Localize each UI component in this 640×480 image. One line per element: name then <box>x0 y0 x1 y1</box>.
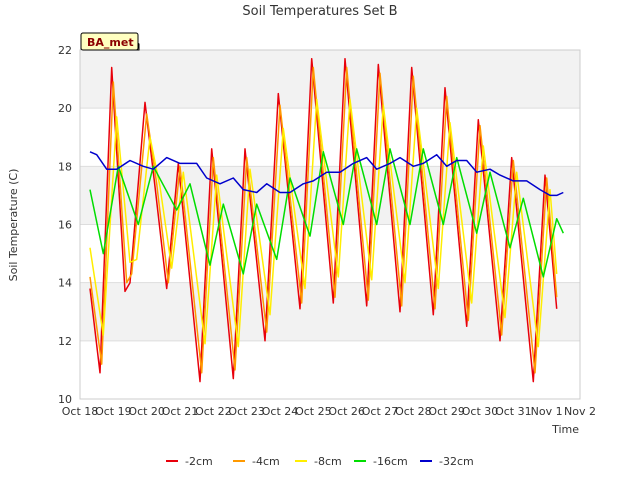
y-tick-label: 18 <box>58 160 72 173</box>
y-tick-label: 16 <box>58 219 72 232</box>
series-line-16cm <box>89 148 564 278</box>
x-tick-label: Oct 29 <box>428 405 465 418</box>
y-tick-label: 10 <box>58 393 72 406</box>
series-line-8cm <box>89 98 558 348</box>
legend-label: -16cm <box>373 455 408 468</box>
series-line-32cm <box>89 151 564 197</box>
legend-label: -8cm <box>314 455 342 468</box>
series-lines <box>89 57 564 383</box>
y-tick-label: 20 <box>58 102 72 115</box>
plot-frame <box>79 49 581 400</box>
plot-band <box>80 340 580 399</box>
x-tick-label: Oct 28 <box>395 405 432 418</box>
x-tick-label: Oct 21 <box>162 405 199 418</box>
legend: -2cm -4cm -8cm -16cm -32cm <box>166 455 474 468</box>
x-tick-label: Oct 18 <box>62 405 99 418</box>
x-axis-label: Time <box>551 423 579 436</box>
x-tick-label: Oct 26 <box>328 405 365 418</box>
x-tick-label: Oct 24 <box>262 405 299 418</box>
x-tick-label: Oct 19 <box>95 405 132 418</box>
x-tick-label: Oct 20 <box>128 405 165 418</box>
y-tick-label: 12 <box>58 335 72 348</box>
x-tick-label: Oct 27 <box>362 405 399 418</box>
legend-label: -32cm <box>439 455 474 468</box>
x-tick-label: Nov 1 <box>531 405 563 418</box>
y-tick-label: 22 <box>58 44 72 57</box>
series-line-4cm <box>89 66 558 374</box>
chart-title: Soil Temperatures Set B <box>242 4 397 19</box>
legend-label: -2cm <box>185 455 213 468</box>
x-tick-label: Oct 22 <box>195 405 232 418</box>
plot-band <box>80 50 580 109</box>
x-tick-label: Oct 31 <box>495 405 532 418</box>
y-axis-label: Soil Temperature (C) <box>7 169 20 282</box>
legend-label: -4cm <box>252 455 280 468</box>
y-axis-ticks: 10 12 14 16 18 20 22 <box>58 44 72 406</box>
x-tick-label: Oct 23 <box>228 405 265 418</box>
badge-box <box>80 32 139 51</box>
x-tick-label: Nov 2 <box>564 405 596 418</box>
x-tick-label: Oct 30 <box>462 405 499 418</box>
x-tick-label: Oct 25 <box>295 405 332 418</box>
y-tick-label: 14 <box>58 277 72 290</box>
badge-label: BA_met <box>87 36 134 49</box>
plot-band <box>80 108 580 167</box>
station-badge: BA_met <box>80 32 140 51</box>
